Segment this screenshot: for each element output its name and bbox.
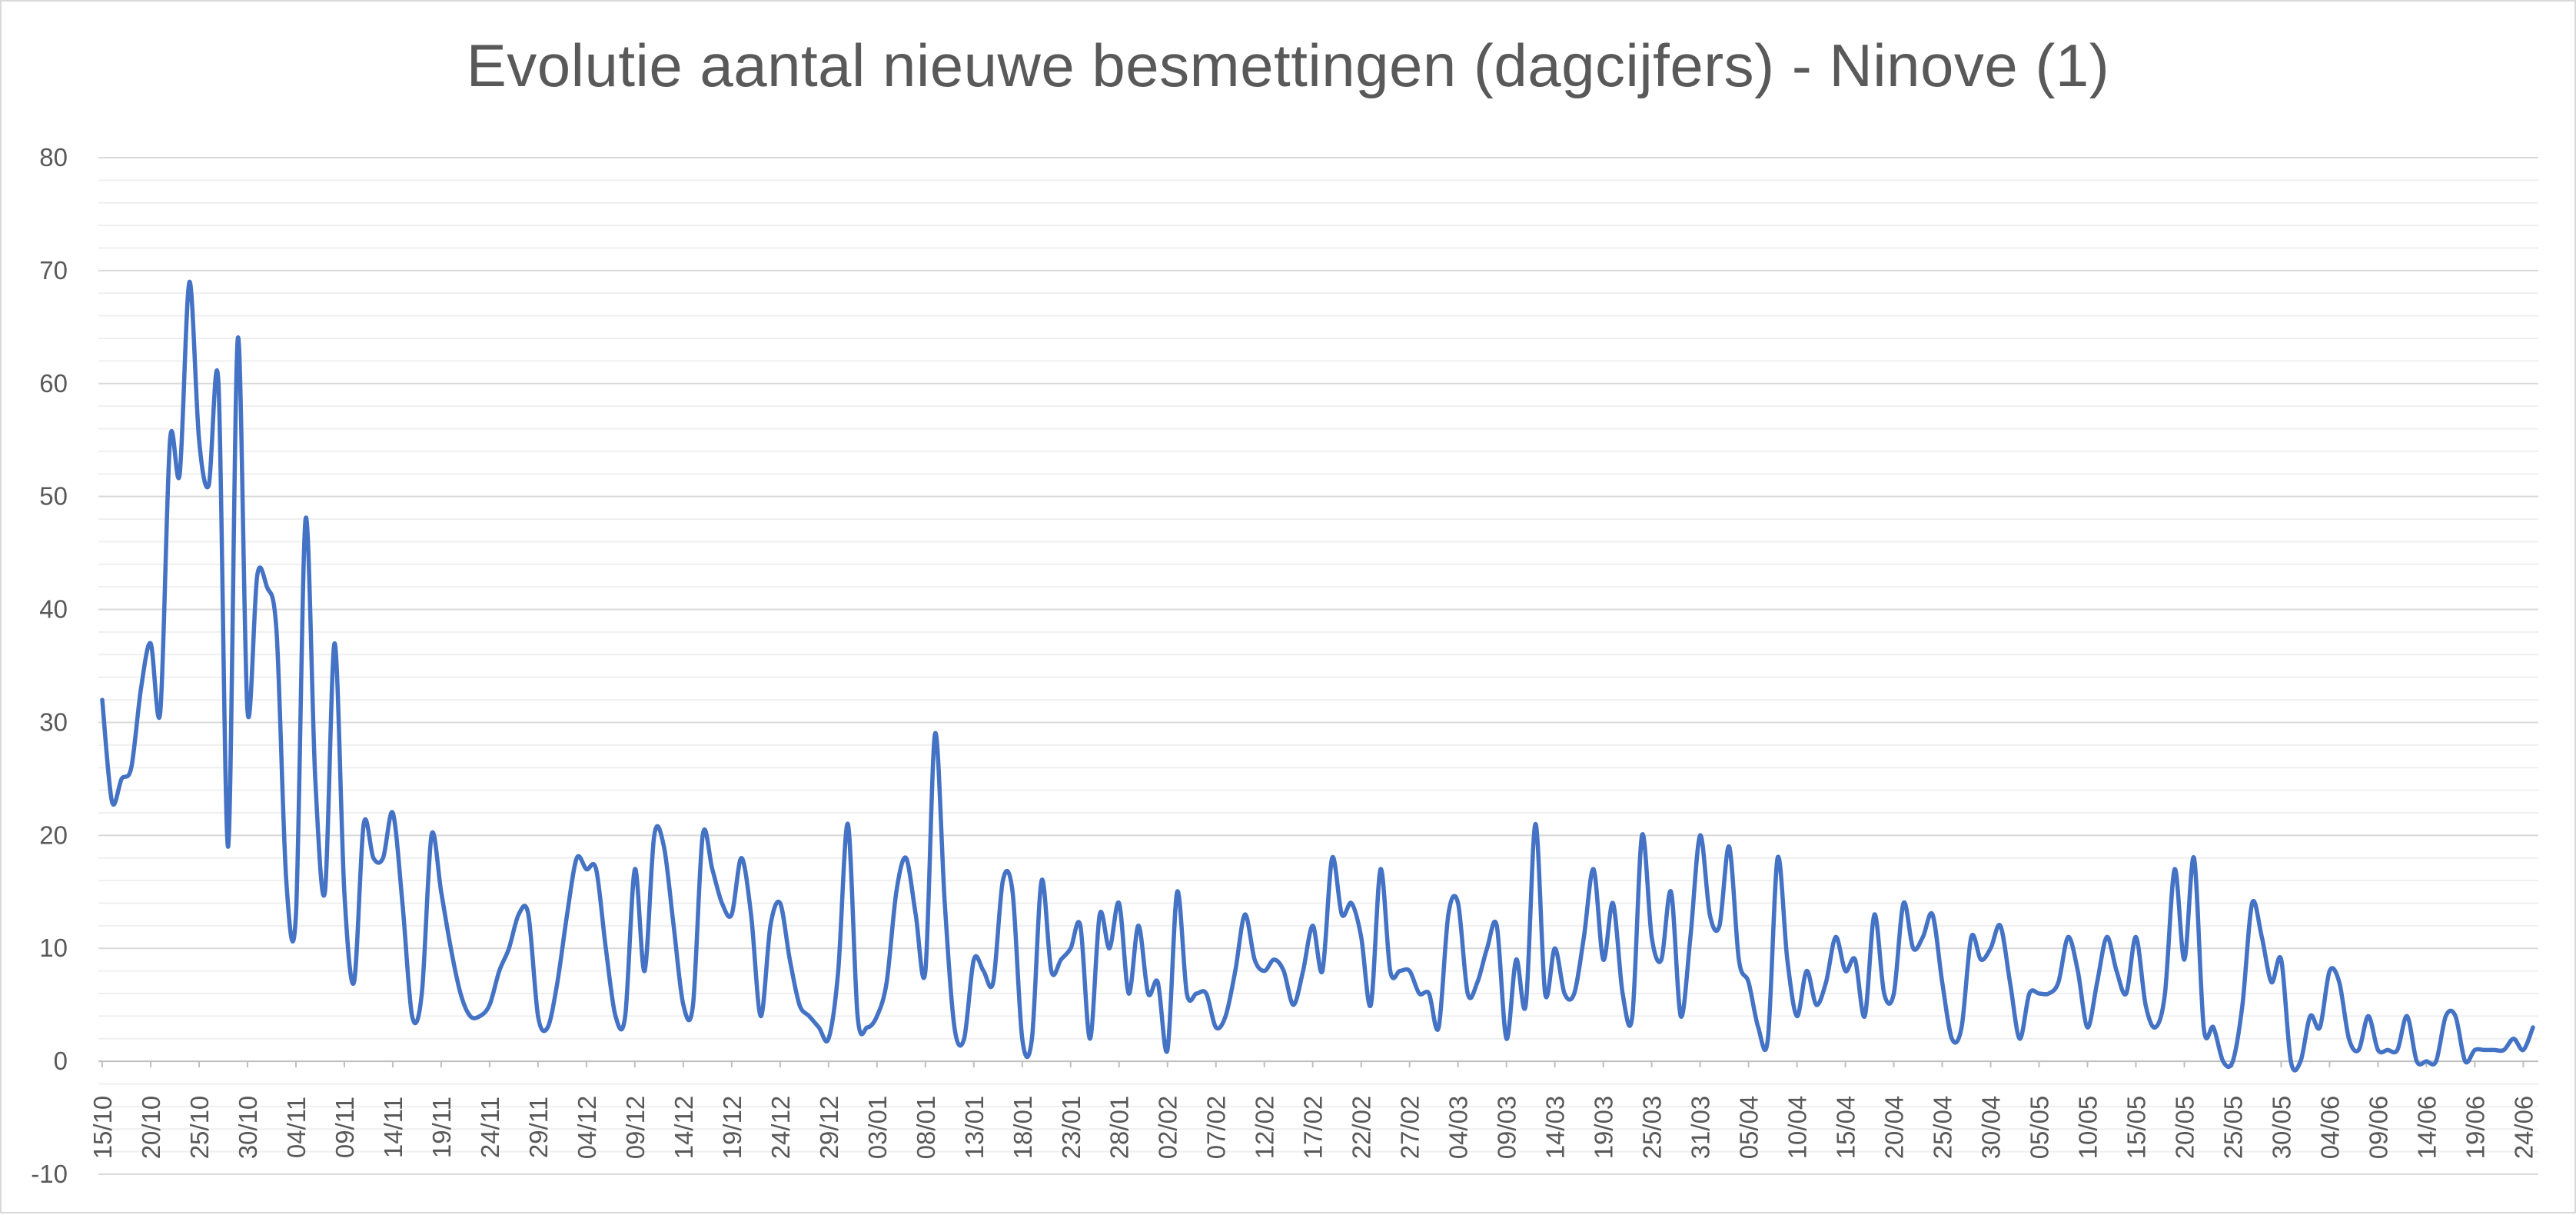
minor-gridlines <box>98 179 2538 1153</box>
x-tick-label: 23/01 <box>1057 1096 1085 1160</box>
x-tick-label: 15/04 <box>1832 1096 1860 1160</box>
x-tick-label: 15/10 <box>88 1096 117 1160</box>
x-tick-label: 04/12 <box>573 1096 601 1160</box>
y-tick-label: 50 <box>39 482 68 511</box>
chart-title: Evolutie aantal nieuwe besmettingen (dag… <box>466 32 2110 99</box>
x-tick-label: 28/01 <box>1105 1096 1134 1160</box>
x-tick-label: 09/11 <box>331 1097 359 1158</box>
x-tick-label: 22/02 <box>1348 1096 1376 1160</box>
x-tick-label: 24/06 <box>2509 1096 2538 1160</box>
y-axis: -10 0 10 20 30 40 50 60 70 80 <box>31 143 68 1188</box>
x-tick-label: 19/11 <box>427 1097 456 1158</box>
x-tick-label: 10/05 <box>2074 1096 2102 1160</box>
y-tick-label: 70 <box>39 256 68 285</box>
x-tick-label: 13/01 <box>960 1096 989 1160</box>
x-tick-label: 14/03 <box>1541 1096 1570 1160</box>
series-line <box>100 279 2535 1073</box>
series-layer <box>100 279 2535 1073</box>
x-tick-label: 25/05 <box>2219 1096 2247 1160</box>
x-tick-label: 17/02 <box>1299 1096 1328 1160</box>
x-tick-label: 03/01 <box>863 1096 892 1160</box>
y-tick-label: 30 <box>39 707 68 736</box>
x-tick-label: 25/03 <box>1638 1096 1667 1160</box>
y-tick-label: 60 <box>39 369 68 398</box>
x-axis: 15/10 20/10 25/10 30/10 04/11 09/11 14/11 19/11… <box>88 1060 2538 1160</box>
x-tick-label: 04/06 <box>2315 1096 2344 1160</box>
x-tick-label: 09/12 <box>621 1096 650 1160</box>
x-tick-label: 30/04 <box>1977 1096 2006 1160</box>
y-tick-label: 40 <box>39 595 68 624</box>
x-tick-label: 24/12 <box>766 1096 795 1160</box>
x-tick-label: 25/04 <box>1929 1096 1957 1160</box>
x-tick-label: 20/10 <box>137 1096 165 1160</box>
x-tick-label: 14/06 <box>2412 1096 2441 1160</box>
major-gridlines <box>98 157 2538 1175</box>
x-tick-label: 19/06 <box>2461 1096 2489 1160</box>
x-tick-label: 04/03 <box>1444 1096 1473 1160</box>
y-tick-label: 0 <box>54 1047 68 1075</box>
x-tick-label: 25/10 <box>185 1096 214 1160</box>
x-tick-label: 14/11 <box>379 1097 407 1158</box>
x-tick-label: 05/05 <box>2026 1096 2054 1160</box>
x-tick-label: 12/02 <box>1251 1096 1279 1160</box>
x-tick-label: 27/02 <box>1396 1096 1424 1160</box>
x-tick-label: 09/06 <box>2364 1096 2392 1160</box>
x-tick-label: 19/03 <box>1590 1096 1618 1160</box>
y-tick-label: 20 <box>39 821 68 849</box>
y-tick-label: -10 <box>31 1160 68 1188</box>
x-tick-label: 20/05 <box>2170 1096 2199 1160</box>
x-tick-label: 14/12 <box>670 1096 698 1160</box>
x-tick-label: 19/12 <box>718 1096 746 1160</box>
x-tick-label: 29/12 <box>815 1096 843 1160</box>
x-tick-label: 15/05 <box>2122 1096 2150 1160</box>
y-tick-label: 80 <box>39 143 68 171</box>
x-tick-label: 18/01 <box>1009 1096 1037 1160</box>
x-tick-label: 04/11 <box>282 1097 311 1158</box>
x-tick-label: 08/01 <box>912 1096 940 1160</box>
x-tick-label: 07/02 <box>1202 1096 1231 1160</box>
x-tick-label: 24/11 <box>476 1097 504 1158</box>
x-tick-label: 30/10 <box>234 1096 262 1160</box>
x-tick-label: 09/03 <box>1493 1096 1521 1160</box>
x-tick-label: 20/04 <box>1880 1096 1909 1160</box>
x-tick-label: 10/04 <box>1783 1096 1812 1160</box>
x-tick-label: 05/04 <box>1735 1096 1763 1160</box>
x-tick-label: 31/03 <box>1687 1096 1715 1160</box>
x-tick-label: 02/02 <box>1154 1096 1182 1160</box>
y-tick-label: 10 <box>39 934 68 962</box>
x-tick-label: 30/05 <box>2267 1096 2295 1160</box>
x-tick-label: 29/11 <box>524 1097 553 1158</box>
